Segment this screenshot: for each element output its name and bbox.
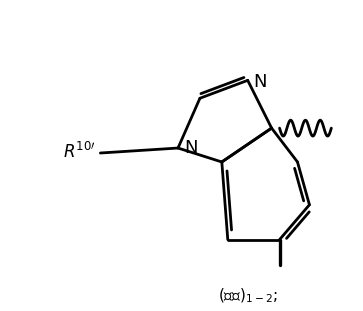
Text: N: N <box>184 139 197 157</box>
Text: $R^{10\prime}$: $R^{10\prime}$ <box>63 142 95 162</box>
Text: N: N <box>254 73 267 91</box>
Text: (卤素)$_{1-2}$;: (卤素)$_{1-2}$; <box>218 286 278 304</box>
